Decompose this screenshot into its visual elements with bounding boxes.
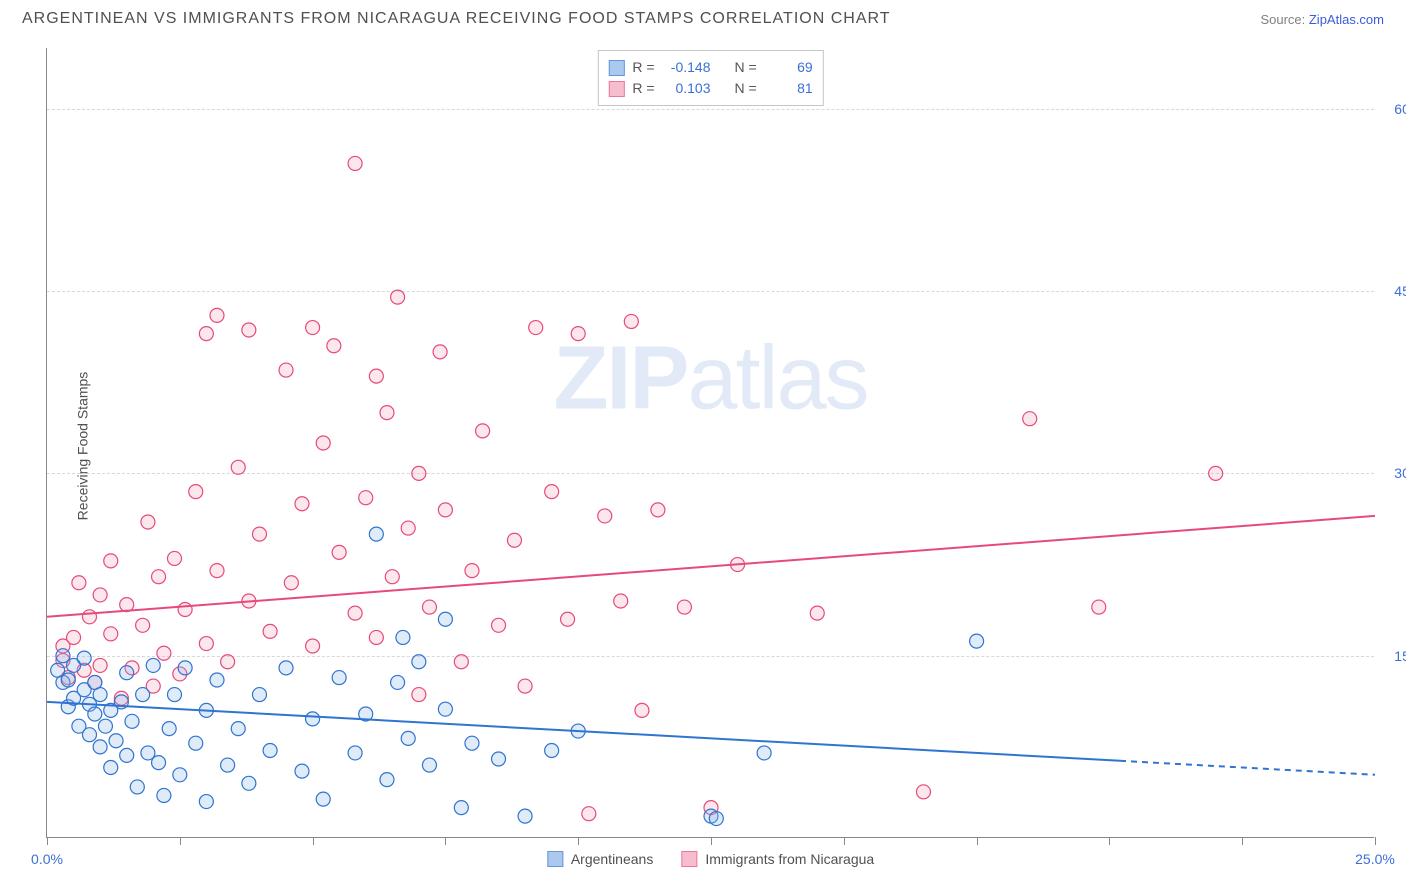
source-link[interactable]: ZipAtlas.com bbox=[1309, 12, 1384, 27]
chart-plot-area: ZIPatlas 15.0%30.0%45.0%60.0% R = -0.148… bbox=[46, 48, 1374, 838]
x-tick-label: 0.0% bbox=[31, 851, 63, 867]
swatch-icon bbox=[547, 851, 563, 867]
series-label: Argentineans bbox=[571, 851, 654, 867]
r-value: 0.103 bbox=[663, 78, 711, 99]
scatter-plot-svg bbox=[47, 48, 1374, 837]
swatch-icon bbox=[608, 60, 624, 76]
correlation-legend: R = -0.148 N = 69 R = 0.103 N = 81 bbox=[597, 50, 823, 106]
legend-row: R = -0.148 N = 69 bbox=[608, 57, 812, 78]
source-attribution: Source: ZipAtlas.com bbox=[1260, 12, 1384, 27]
x-tick-label: 25.0% bbox=[1355, 851, 1395, 867]
chart-title: ARGENTINEAN VS IMMIGRANTS FROM NICARAGUA… bbox=[22, 10, 891, 28]
x-tick bbox=[180, 837, 181, 845]
r-value: -0.148 bbox=[663, 57, 711, 78]
legend-item: Argentineans bbox=[547, 851, 654, 867]
x-tick bbox=[711, 837, 712, 845]
swatch-icon bbox=[681, 851, 697, 867]
x-tick bbox=[47, 837, 48, 845]
legend-row: R = 0.103 N = 81 bbox=[608, 78, 812, 99]
x-tick bbox=[1242, 837, 1243, 845]
swatch-icon bbox=[608, 81, 624, 97]
legend-item: Immigrants from Nicaragua bbox=[681, 851, 874, 867]
x-tick bbox=[1375, 837, 1376, 845]
y-tick-label: 45.0% bbox=[1379, 283, 1406, 299]
series-label: Immigrants from Nicaragua bbox=[705, 851, 874, 867]
x-tick bbox=[445, 837, 446, 845]
x-tick bbox=[844, 837, 845, 845]
x-tick bbox=[313, 837, 314, 845]
n-value: 81 bbox=[765, 78, 813, 99]
y-tick-label: 30.0% bbox=[1379, 465, 1406, 481]
y-tick-label: 15.0% bbox=[1379, 648, 1406, 664]
y-tick-label: 60.0% bbox=[1379, 101, 1406, 117]
x-tick bbox=[977, 837, 978, 845]
series-legend: Argentineans Immigrants from Nicaragua bbox=[547, 851, 874, 867]
n-value: 69 bbox=[765, 57, 813, 78]
x-tick bbox=[1109, 837, 1110, 845]
x-tick bbox=[578, 837, 579, 845]
